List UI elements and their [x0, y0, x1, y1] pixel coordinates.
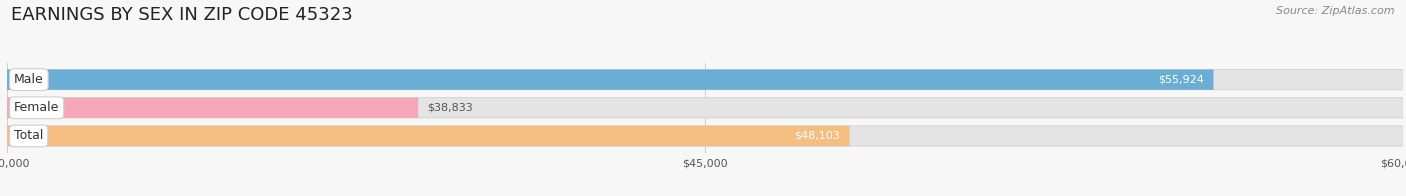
FancyBboxPatch shape — [7, 98, 418, 118]
FancyBboxPatch shape — [7, 98, 1403, 118]
Text: EARNINGS BY SEX IN ZIP CODE 45323: EARNINGS BY SEX IN ZIP CODE 45323 — [11, 6, 353, 24]
Text: Source: ZipAtlas.com: Source: ZipAtlas.com — [1277, 6, 1395, 16]
Text: Female: Female — [14, 101, 59, 114]
Text: $55,924: $55,924 — [1159, 75, 1204, 85]
Text: Total: Total — [14, 130, 44, 142]
Text: $48,103: $48,103 — [794, 131, 841, 141]
FancyBboxPatch shape — [7, 126, 1403, 146]
FancyBboxPatch shape — [7, 70, 1213, 90]
Text: $38,833: $38,833 — [427, 103, 474, 113]
FancyBboxPatch shape — [7, 70, 1403, 90]
FancyBboxPatch shape — [7, 126, 849, 146]
Text: Male: Male — [14, 73, 44, 86]
